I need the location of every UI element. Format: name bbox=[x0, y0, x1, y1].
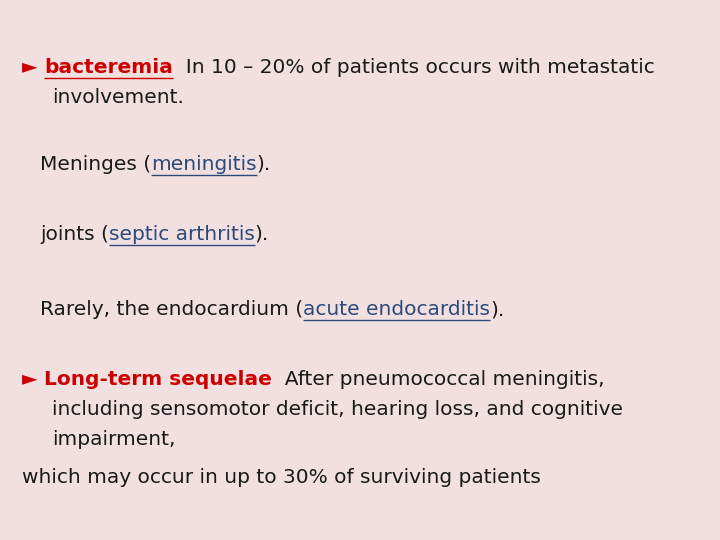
Text: which may occur in up to 30% of surviving patients: which may occur in up to 30% of survivin… bbox=[22, 468, 541, 487]
Text: After pneumococcal meningitis,: After pneumococcal meningitis, bbox=[271, 370, 604, 389]
Text: Long-term sequelae: Long-term sequelae bbox=[44, 370, 271, 389]
Text: meningitis: meningitis bbox=[151, 155, 257, 174]
Text: ►: ► bbox=[22, 58, 44, 77]
Text: ).: ). bbox=[255, 225, 269, 244]
Text: Meninges (: Meninges ( bbox=[40, 155, 151, 174]
Text: involvement.: involvement. bbox=[52, 88, 184, 107]
Text: septic arthritis: septic arthritis bbox=[109, 225, 255, 244]
Text: joints (: joints ( bbox=[40, 225, 109, 244]
Text: bacteremia: bacteremia bbox=[44, 58, 173, 77]
Text: Rarely, the endocardium (: Rarely, the endocardium ( bbox=[40, 300, 303, 319]
Text: ).: ). bbox=[257, 155, 271, 174]
Text: In 10 – 20% of patients occurs with metastatic: In 10 – 20% of patients occurs with meta… bbox=[173, 58, 654, 77]
Text: ).: ). bbox=[490, 300, 505, 319]
Text: ►: ► bbox=[22, 370, 44, 389]
Text: including sensomotor deficit, hearing loss, and cognitive: including sensomotor deficit, hearing lo… bbox=[52, 400, 623, 419]
Text: impairment,: impairment, bbox=[52, 430, 176, 449]
Text: acute endocarditis: acute endocarditis bbox=[303, 300, 490, 319]
